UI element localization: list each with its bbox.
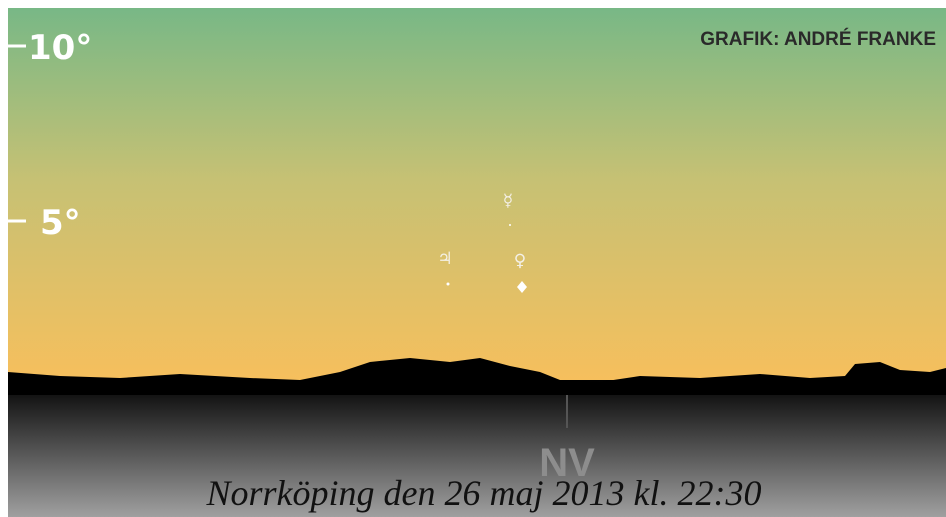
caption: Norrköping den 26 maj 2013 kl. 22:30 bbox=[206, 473, 762, 513]
sky bbox=[8, 8, 946, 388]
planet-dot bbox=[509, 224, 511, 226]
page: 10° 5° GRAFIK: ANDRÉ FRANKE ☿ ♀ ♃ NV Nor… bbox=[0, 0, 946, 517]
planet-symbol: ♃ bbox=[437, 249, 452, 269]
scale-label: 5° bbox=[40, 203, 81, 243]
sky-chart: 10° 5° GRAFIK: ANDRÉ FRANKE ☿ ♀ ♃ NV Nor… bbox=[0, 0, 946, 517]
planet-symbol: ♀ bbox=[514, 251, 526, 271]
planet-dot bbox=[447, 283, 450, 286]
scale-label: 10° bbox=[28, 28, 92, 68]
planet-symbol: ☿ bbox=[503, 191, 513, 211]
credit: GRAFIK: ANDRÉ FRANKE bbox=[700, 28, 936, 50]
